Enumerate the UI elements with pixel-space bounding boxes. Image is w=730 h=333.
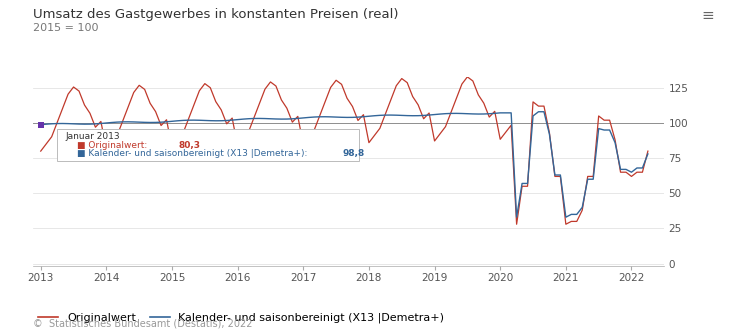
- Text: ■ Originalwert:: ■ Originalwert:: [77, 141, 150, 150]
- Text: 80,3: 80,3: [179, 141, 201, 150]
- Text: ≡: ≡: [702, 8, 714, 23]
- Text: ■ Kalender- und saisonbereinigt (X13 |Demetra+):: ■ Kalender- und saisonbereinigt (X13 |De…: [77, 149, 310, 158]
- Legend: Originalwert, Kalender- und saisonbereinigt (X13 |Demetra+): Originalwert, Kalender- und saisonberein…: [39, 313, 445, 323]
- Text: Januar 2013: Januar 2013: [65, 132, 120, 141]
- Text: 98,8: 98,8: [342, 149, 365, 158]
- Text: Umsatz des Gastgewerbes in konstanten Preisen (real): Umsatz des Gastgewerbes in konstanten Pr…: [33, 8, 399, 21]
- FancyBboxPatch shape: [57, 129, 359, 161]
- Text: ©  Statistisches Bundesamt (Destatis), 2022: © Statistisches Bundesamt (Destatis), 20…: [33, 318, 253, 328]
- Text: 2015 = 100: 2015 = 100: [33, 23, 99, 33]
